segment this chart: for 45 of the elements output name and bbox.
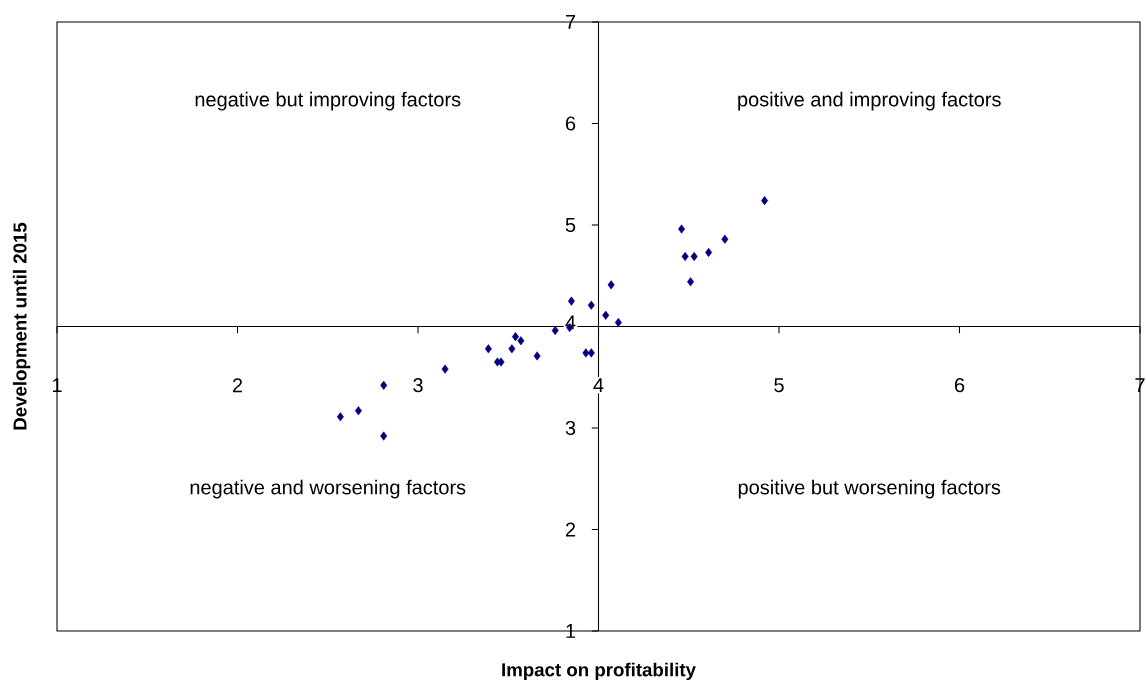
annotation: positive but worsening factors [738,479,1001,499]
point [380,431,388,441]
point [567,296,575,306]
point [441,364,449,374]
point [761,196,769,206]
point [336,412,344,422]
y-tick-label: 5 [565,218,576,232]
point [607,280,615,290]
x-tick-label: 2 [232,378,243,393]
x-axis-title: Impact on profitability [502,662,696,681]
point [705,247,713,257]
point [690,251,698,261]
point [721,234,729,244]
x-tick-label: 5 [774,378,784,393]
point [587,300,595,310]
x-tick-label: 4 [593,378,604,393]
point [678,224,685,234]
point [587,348,595,358]
y-tick-label: 4 [565,315,576,330]
y-tick-label: 6 [565,116,576,131]
point [602,310,610,320]
x-tick-label: 6 [954,378,965,393]
y-tick-label: 1 [566,624,576,638]
y-tick-label: 7 [565,15,576,29]
annotation: negative and worsening factors [190,479,466,499]
annotation: negative but improving factors [195,91,461,111]
annotation: positive and improving factors [738,91,1001,111]
point [614,317,622,327]
point [512,332,519,342]
point [380,380,388,390]
point [533,351,541,361]
x-tick-label: 7 [1135,378,1145,393]
point [484,344,492,354]
y-tick-label: 2 [565,522,576,537]
y-tick-label: 3 [565,420,576,436]
point [582,348,590,358]
point [551,326,559,336]
point [354,406,362,416]
y-axis-title: Development until 2015 [12,222,31,430]
x-tick-label: 1 [52,378,62,393]
point [508,344,516,354]
x-tick-label: 3 [413,378,423,393]
point [687,277,695,287]
point [517,336,525,346]
point [681,251,689,261]
